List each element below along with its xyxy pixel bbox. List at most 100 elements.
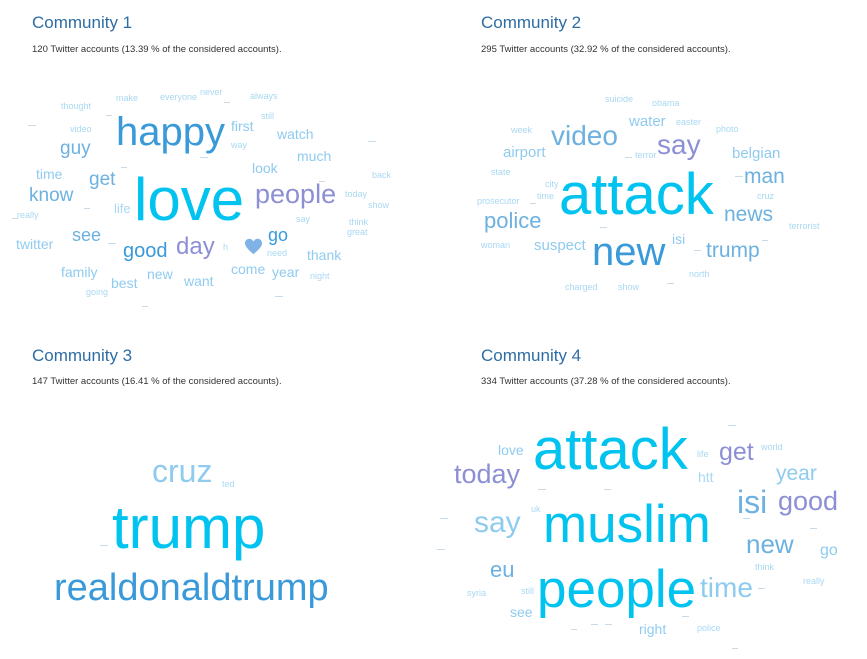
- cloud-word: isi: [737, 484, 768, 520]
- cloud-word: really: [803, 576, 825, 586]
- cloud-word: video: [70, 124, 92, 134]
- cloud-word: trump: [112, 494, 266, 561]
- cloud-word: say: [657, 129, 701, 160]
- cloud-word: syria: [467, 588, 487, 598]
- cloud-word: show: [368, 200, 390, 210]
- cloud-word: woman: [481, 240, 511, 250]
- cloud-word: eu: [490, 557, 515, 582]
- cloud-word: back: [372, 170, 392, 180]
- cloud-word: first: [231, 118, 254, 134]
- cloud-word: get: [89, 169, 116, 190]
- cloud-word: good: [778, 486, 839, 516]
- cloud-dash: [762, 240, 768, 241]
- cloud-word: news: [724, 203, 774, 226]
- cloud-word: think: [755, 562, 775, 572]
- cloud-dash: [368, 141, 376, 142]
- cloud-dash: [440, 518, 448, 519]
- cloud-word: good: [123, 240, 168, 262]
- cloud-word: new: [746, 529, 794, 559]
- cloud-word: today: [454, 459, 521, 489]
- cloud-word: everyone: [160, 92, 198, 102]
- cloud-word: new: [147, 266, 173, 282]
- cloud-dash: [224, 102, 230, 103]
- cloud-word: watch: [277, 126, 314, 142]
- cloud-word: uk: [531, 504, 541, 514]
- cloud-dash: [106, 115, 112, 116]
- cloud-dash: [538, 489, 546, 490]
- community-subtitle: 295 Twitter accounts (32.92 % of the con…: [481, 44, 731, 55]
- cloud-word: people: [255, 179, 337, 209]
- cloud-word: life: [114, 201, 131, 216]
- cloud-word: attack: [533, 417, 688, 482]
- cloud-word: day: [176, 233, 215, 260]
- cloud-word: right: [639, 621, 667, 637]
- cloud-word: realdonaldtrump: [54, 567, 329, 609]
- cloud-dash: [591, 624, 598, 625]
- cloud-dash: [600, 227, 607, 228]
- cloud-word: easter: [676, 117, 702, 127]
- cloud-dash: [667, 283, 674, 284]
- community-title: Community 2: [481, 13, 582, 32]
- cloud-dash: [100, 545, 108, 546]
- cloud-word: show: [618, 282, 640, 292]
- cloud-word: year: [776, 462, 817, 485]
- cloud-word: look: [252, 160, 278, 176]
- cloud-word: state: [491, 167, 511, 177]
- cloud-word: make: [116, 93, 139, 103]
- cloud-dash: [732, 648, 738, 649]
- cloud-word: prosecutor: [477, 196, 520, 206]
- cloud-dash: [743, 518, 750, 519]
- cloud-word: know: [29, 185, 74, 206]
- cloud-word: ted: [222, 479, 235, 489]
- cloud-word: terror: [635, 150, 657, 160]
- cloud-dash: [810, 528, 817, 529]
- cloud-word: love: [498, 442, 524, 458]
- cloud-word: time: [700, 572, 753, 603]
- cloud-word: get: [719, 438, 754, 466]
- cloud-dash: [275, 296, 283, 297]
- cloud-word: today: [345, 189, 368, 199]
- cloud-word: want: [184, 273, 214, 289]
- cloud-word: airport: [503, 144, 546, 161]
- community-subtitle: 334 Twitter accounts (37.28 % of the con…: [481, 376, 731, 387]
- community-title: Community 1: [32, 13, 133, 32]
- cloud-word: obama: [652, 98, 680, 108]
- cloud-dash: [319, 181, 325, 182]
- community-title: Community 4: [481, 346, 582, 365]
- cloud-word: week: [511, 125, 533, 135]
- cloud-word: photo: [716, 124, 739, 134]
- cloud-word: htt: [698, 469, 714, 485]
- cloud-dash: [28, 125, 36, 126]
- cloud-word: time: [537, 191, 555, 201]
- cloud-word: need: [267, 248, 288, 258]
- cloud-word: water: [629, 113, 666, 130]
- cloud-word: muslim: [543, 495, 711, 554]
- community-title: Community 3: [32, 346, 133, 365]
- cloud-word: suspect: [534, 237, 586, 254]
- cloud-word: thank: [307, 247, 342, 263]
- cloud-word: really: [17, 210, 39, 220]
- cloud-word: guy: [60, 138, 91, 159]
- cloud-word: video: [551, 120, 618, 151]
- cloud-word: going: [86, 287, 109, 297]
- cloud-word: life: [697, 449, 709, 459]
- cloud-dash: [694, 250, 701, 251]
- cloud-word: city: [545, 179, 559, 189]
- cloud-word: police: [484, 208, 542, 233]
- cloud-word: isi: [672, 231, 686, 247]
- cloud-word: people: [537, 560, 697, 619]
- cloud-word: much: [297, 148, 332, 164]
- cloud-word: still: [261, 111, 274, 121]
- cloud-word: never: [200, 87, 223, 97]
- cloud-word: thought: [61, 101, 92, 111]
- cloud-dash: [142, 306, 148, 307]
- cloud-dash: [108, 243, 116, 244]
- cloud-word: cruz: [757, 191, 775, 201]
- cloud-dash: [84, 208, 90, 209]
- cloud-dash: [437, 549, 445, 550]
- cloud-dash: [728, 425, 736, 426]
- cloud-word: suicide: [605, 94, 634, 104]
- cloud-dash: [604, 489, 611, 490]
- cloud-word: terrorist: [789, 221, 820, 231]
